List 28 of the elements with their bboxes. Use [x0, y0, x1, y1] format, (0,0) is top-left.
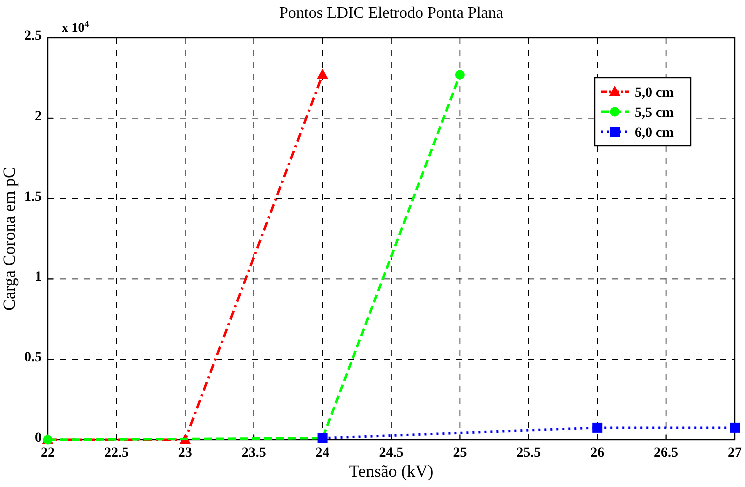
legend-label: 5,5 cm	[635, 106, 674, 121]
chart-title: Pontos LDIC Eletrodo Ponta Plana	[280, 5, 504, 22]
x-tick-label: 26.5	[654, 446, 679, 461]
y-tick-label: 0	[35, 431, 42, 446]
point	[455, 70, 465, 80]
y-tick-label: 1.5	[24, 190, 42, 205]
text: x 10$^{4}$	[62, 19, 90, 35]
point	[730, 422, 740, 433]
x-tick-label: 24.5	[379, 446, 404, 461]
x-tick-label: 22.5	[104, 446, 129, 461]
y-tick-label: 0.5	[24, 350, 42, 366]
x-tick-label: 26	[590, 446, 605, 461]
point	[592, 422, 603, 433]
y-tick-label: 2.5	[24, 29, 42, 44]
x-tick-label: 25	[453, 446, 468, 461]
x-tick-label: 22	[41, 446, 55, 461]
x-tick-label: 24	[316, 446, 330, 461]
legend-label: 5,0 cm	[635, 86, 674, 101]
legend-label: 6,0 cm	[635, 126, 674, 141]
point	[317, 69, 328, 80]
x-tick-label: 25.5	[516, 446, 542, 461]
x-tick-label: 23	[178, 446, 192, 461]
x-tick-label: 27	[728, 446, 742, 461]
y-tick-label: 1	[35, 270, 42, 286]
y-axis-title: Carga Corona em pC	[0, 167, 19, 311]
x-axis-title: Tensão (kV)	[349, 462, 434, 481]
y-tick-label: 2	[35, 109, 42, 124]
x-tick-label: 23.5	[242, 446, 266, 461]
